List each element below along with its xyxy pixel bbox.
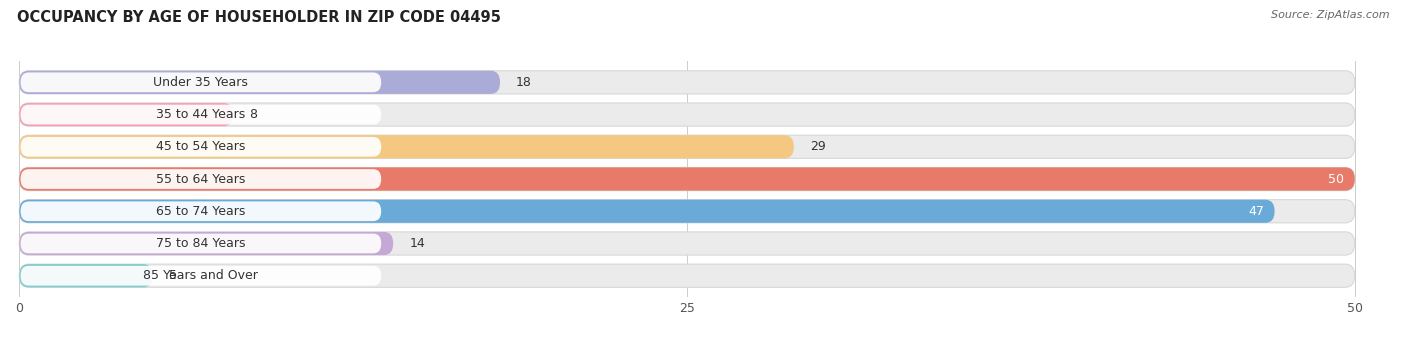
FancyBboxPatch shape — [20, 71, 501, 94]
Text: 55 to 64 Years: 55 to 64 Years — [156, 173, 246, 186]
FancyBboxPatch shape — [20, 232, 1355, 255]
FancyBboxPatch shape — [20, 135, 794, 159]
Text: OCCUPANCY BY AGE OF HOUSEHOLDER IN ZIP CODE 04495: OCCUPANCY BY AGE OF HOUSEHOLDER IN ZIP C… — [17, 10, 501, 25]
Text: 29: 29 — [810, 140, 825, 153]
FancyBboxPatch shape — [20, 103, 1355, 126]
Text: 35 to 44 Years: 35 to 44 Years — [156, 108, 246, 121]
FancyBboxPatch shape — [21, 266, 381, 285]
Text: 8: 8 — [249, 108, 257, 121]
FancyBboxPatch shape — [20, 71, 1355, 94]
Text: 18: 18 — [516, 76, 531, 89]
FancyBboxPatch shape — [21, 234, 381, 253]
FancyBboxPatch shape — [21, 105, 381, 124]
Text: Source: ZipAtlas.com: Source: ZipAtlas.com — [1271, 10, 1389, 20]
FancyBboxPatch shape — [20, 135, 1355, 159]
FancyBboxPatch shape — [21, 137, 381, 157]
Text: 85 Years and Over: 85 Years and Over — [143, 269, 259, 282]
Text: 45 to 54 Years: 45 to 54 Years — [156, 140, 246, 153]
FancyBboxPatch shape — [20, 264, 1355, 287]
FancyBboxPatch shape — [20, 232, 394, 255]
FancyBboxPatch shape — [20, 199, 1275, 223]
Text: 14: 14 — [409, 237, 425, 250]
FancyBboxPatch shape — [20, 167, 1355, 191]
Text: 5: 5 — [169, 269, 177, 282]
Text: 47: 47 — [1249, 205, 1264, 218]
Text: 65 to 74 Years: 65 to 74 Years — [156, 205, 246, 218]
FancyBboxPatch shape — [20, 103, 233, 126]
FancyBboxPatch shape — [21, 202, 381, 221]
Text: 75 to 84 Years: 75 to 84 Years — [156, 237, 246, 250]
Text: 50: 50 — [1329, 173, 1344, 186]
FancyBboxPatch shape — [20, 199, 1355, 223]
FancyBboxPatch shape — [21, 73, 381, 92]
FancyBboxPatch shape — [20, 264, 153, 287]
FancyBboxPatch shape — [21, 169, 381, 189]
Text: Under 35 Years: Under 35 Years — [153, 76, 249, 89]
FancyBboxPatch shape — [20, 167, 1355, 191]
